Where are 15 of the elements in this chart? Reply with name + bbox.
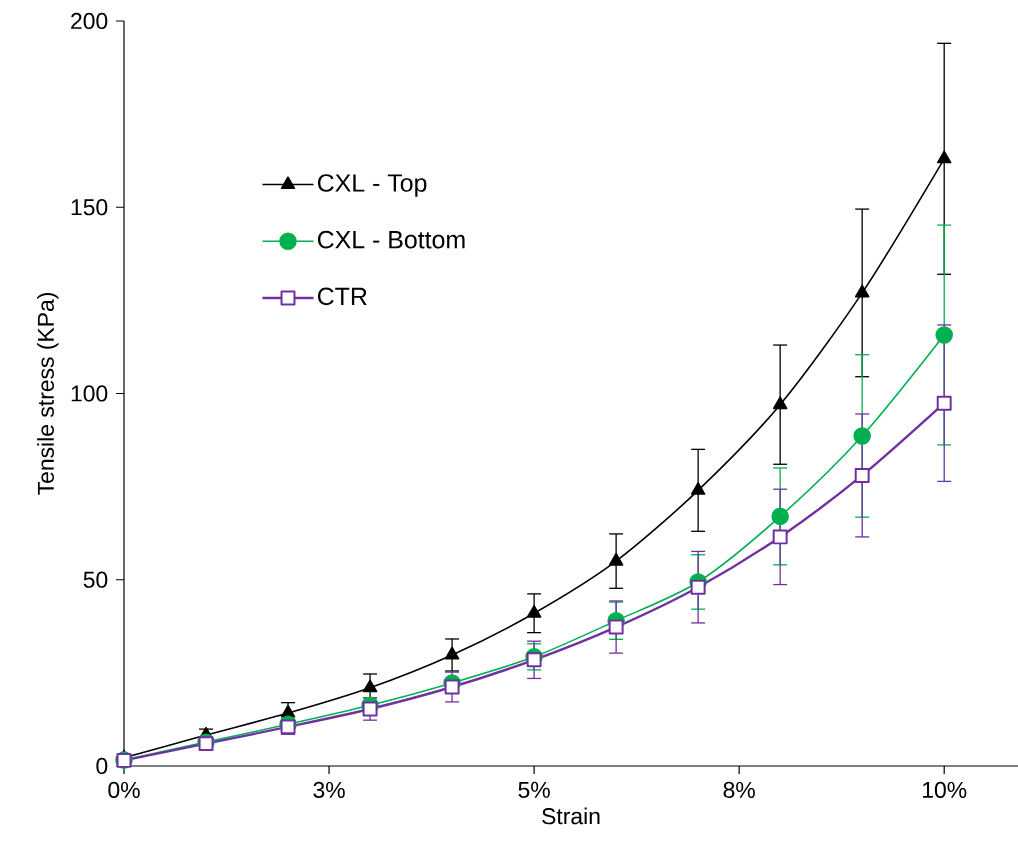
y-axis-title: Tensile stress (KPa)	[37, 293, 59, 495]
x-axis-title: Strain	[542, 807, 600, 825]
x-tick-label: 5%	[518, 781, 550, 798]
x-tick-label: 8%	[723, 781, 755, 799]
y-tick-label: 200	[71, 12, 108, 30]
y-tick-label: 150	[71, 199, 108, 216]
y-tick-label: 50	[83, 571, 108, 588]
x-tick-label: 0%	[108, 781, 140, 799]
legend-label: CXL - Bottom	[317, 230, 465, 249]
x-tick-label: 3%	[313, 781, 345, 799]
legend-label: CTR	[317, 287, 367, 306]
x-tick-label: 10%	[923, 781, 967, 799]
y-tick-label: 0	[96, 757, 108, 775]
y-tick-label: 100	[71, 385, 108, 402]
legend-label: CXL - Top	[317, 174, 427, 197]
